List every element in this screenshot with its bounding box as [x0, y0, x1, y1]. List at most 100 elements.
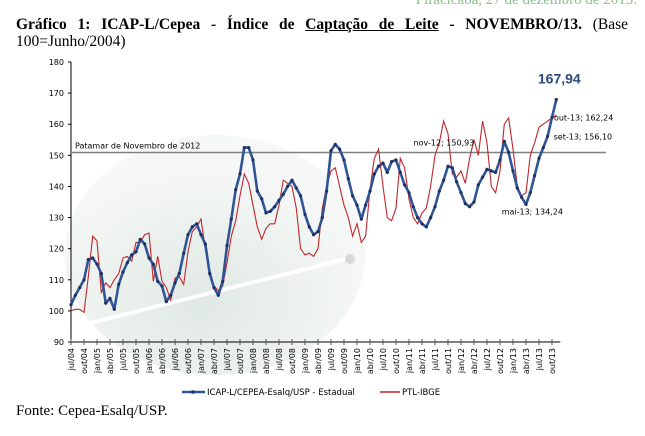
icap-point: [190, 225, 194, 229]
reference-line-label: Patamar de Novembro de 2012: [75, 141, 200, 150]
icap-point: [95, 262, 99, 266]
last-value-label: 167,94: [538, 71, 581, 87]
icap-point: [212, 286, 216, 290]
x-tick-label: jul/05: [119, 348, 128, 371]
icap-point: [320, 216, 324, 220]
title-underlined: Captação de Leite: [305, 16, 439, 33]
icap-point: [533, 174, 537, 178]
icap-point: [307, 225, 311, 229]
x-tick-label: out/09: [340, 348, 349, 374]
icap-point: [463, 202, 467, 206]
icap-point: [216, 293, 220, 297]
icap-point: [333, 142, 337, 146]
y-tick-label: 180: [49, 58, 64, 67]
icap-point: [498, 158, 502, 162]
icap-point: [346, 177, 350, 181]
icap-point: [481, 175, 485, 179]
icap-point: [108, 296, 112, 300]
icap-point: [186, 233, 190, 237]
icap-point: [78, 286, 82, 290]
data-annotation: nov-12; 150,93: [414, 138, 475, 147]
icap-point: [442, 178, 446, 182]
icap-point: [494, 170, 498, 174]
icap-point: [316, 230, 320, 234]
legend-marker-icap: [191, 390, 195, 394]
icap-point: [73, 293, 77, 297]
x-tick-label: abr/09: [314, 348, 323, 374]
y-tick-label: 150: [49, 151, 64, 160]
icap-point: [169, 293, 173, 297]
icap-point: [104, 301, 108, 305]
icap-point: [69, 303, 73, 307]
icap-point: [325, 189, 329, 193]
icap-point: [359, 217, 363, 221]
icap-point: [273, 205, 277, 209]
x-tick-label: jul/06: [171, 348, 180, 371]
x-tick-label: jan/12: [457, 348, 466, 374]
icap-point: [342, 158, 346, 162]
icap-point: [407, 191, 411, 195]
x-tick-label: out/08: [288, 348, 297, 374]
icap-point: [234, 188, 238, 192]
icap-point: [303, 212, 307, 216]
y-tick-label: 170: [49, 89, 64, 98]
icap-point: [485, 167, 489, 171]
icap-point: [511, 169, 515, 173]
x-tick-label: jan/08: [249, 348, 258, 374]
icap-point: [286, 184, 290, 188]
icap-point: [507, 150, 511, 154]
icap-point: [416, 216, 420, 220]
icap-point: [364, 203, 368, 207]
icap-point: [281, 192, 285, 196]
icap-point: [459, 191, 463, 195]
y-tick-label: 120: [49, 245, 64, 254]
x-tick-label: jul/13: [535, 348, 544, 371]
icap-point: [177, 272, 181, 276]
dateline: Piracicaba, 27 de dezembro de 2013.: [415, 0, 637, 8]
icap-point: [546, 134, 550, 138]
x-tick-label: out/13: [548, 348, 557, 374]
icap-point: [255, 189, 259, 193]
x-tick-label: out/06: [184, 348, 193, 374]
icap-point: [528, 191, 532, 195]
icap-point: [130, 253, 134, 257]
icap-point: [489, 169, 493, 173]
icap-point: [247, 146, 251, 150]
x-tick-label: jul/07: [223, 348, 232, 371]
x-tick-label: abr/08: [262, 348, 271, 374]
icap-point: [398, 170, 402, 174]
icap-point: [515, 186, 519, 190]
x-tick-label: abr/11: [418, 348, 427, 374]
icap-point: [312, 233, 316, 237]
icap-point: [156, 279, 160, 283]
icap-point: [82, 278, 86, 282]
legend-label-icap: ICAP-L/CEPEA-Esalq/USP - Estadual: [207, 388, 355, 398]
icap-point: [238, 172, 242, 176]
icap-point: [338, 147, 342, 151]
data-annotation: mai-13; 134,24: [502, 207, 563, 216]
icap-point: [268, 209, 272, 213]
icap-point: [160, 284, 164, 288]
icap-point: [429, 216, 433, 220]
y-tick-label: 90: [54, 338, 64, 347]
x-tick-label: abr/06: [158, 348, 167, 374]
icap-point: [299, 194, 303, 198]
icap-point: [424, 225, 428, 229]
icap-point: [403, 183, 407, 187]
x-tick-label: jul/04: [67, 348, 76, 371]
icap-point: [446, 164, 450, 168]
icap-point: [420, 222, 424, 226]
y-tick-label: 100: [49, 307, 64, 316]
icap-point: [502, 139, 506, 143]
icap-point: [264, 211, 268, 215]
icap-point: [385, 170, 389, 174]
source-note: Fonte: Cepea-Esalq/USP.: [16, 403, 168, 419]
x-tick-label: jan/09: [301, 348, 310, 374]
icap-point: [199, 233, 203, 237]
chart-title: Gráfico 1: ICAP-L/Cepea - Índice de Capt…: [16, 16, 628, 50]
icap-point: [203, 242, 207, 246]
x-tick-label: out/04: [80, 348, 89, 374]
icap-point: [437, 189, 441, 193]
icap-point: [121, 270, 125, 274]
data-annotation: out-13; 162,24: [554, 113, 613, 122]
